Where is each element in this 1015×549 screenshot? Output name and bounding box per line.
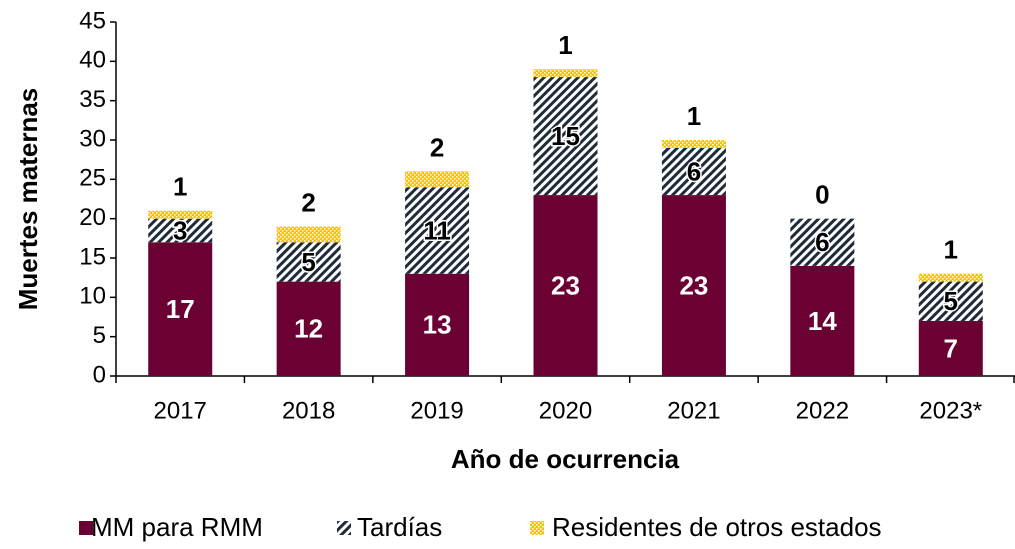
legend-swatch: [530, 521, 544, 535]
bar-segment: [533, 195, 598, 376]
bar-segment: [661, 195, 726, 376]
data-label: 1: [173, 172, 187, 202]
y-tick-label: 45: [79, 7, 106, 34]
y-axis-label: Muertes maternas: [13, 88, 43, 311]
bar-segment: [276, 226, 341, 243]
bar-segment: [533, 77, 598, 196]
data-label: 6: [687, 156, 701, 186]
y-tick-label: 0: [93, 361, 106, 388]
bar-segment: [533, 69, 598, 78]
data-label: 1: [944, 235, 958, 265]
legend-swatch: [337, 521, 351, 535]
bar-segment: [405, 187, 470, 274]
data-label: 7: [944, 333, 958, 363]
data-label: 23: [679, 270, 708, 300]
bar-segment: [661, 140, 726, 148]
data-label: 3: [173, 215, 187, 245]
bar-segment: [405, 171, 470, 188]
bar-segment: [661, 147, 726, 196]
data-label: 12: [294, 314, 323, 344]
legend-swatch: [79, 521, 93, 535]
bar-segment: [276, 242, 341, 282]
data-label: 14: [808, 306, 837, 336]
bar-segment: [148, 210, 213, 219]
legend-label: MM para RMM: [91, 512, 263, 542]
legend-label: Tardías: [357, 512, 442, 542]
data-label: 1: [558, 30, 572, 60]
y-tick-label: 40: [79, 47, 106, 74]
data-label: 6: [815, 227, 829, 257]
y-tick-label: 35: [79, 86, 106, 113]
data-label: 2: [301, 187, 315, 217]
bar-segment: [918, 320, 983, 376]
data-label: 17: [166, 294, 195, 324]
bar-segment: [918, 281, 983, 321]
data-label: 0: [815, 180, 829, 210]
y-tick-label: 25: [79, 165, 106, 192]
y-tick-label: 5: [93, 322, 106, 349]
data-label: 1: [687, 101, 701, 131]
bar-segment: [148, 242, 213, 376]
y-tick-label: 20: [79, 204, 106, 231]
x-axis-label: Año de ocurrencia: [451, 444, 680, 474]
data-label: 23: [551, 270, 580, 300]
x-tick-label: 2023*: [919, 397, 982, 424]
data-label: 5: [301, 247, 315, 277]
x-tick-label: 2019: [410, 397, 463, 424]
data-label: 11: [423, 215, 451, 245]
bar-segment: [790, 218, 855, 266]
bar-segment: [790, 265, 855, 376]
x-tick-label: 2020: [539, 397, 592, 424]
data-label: 15: [551, 121, 580, 151]
y-tick-label: 30: [79, 125, 106, 152]
legend-label: Residentes de otros estados: [552, 512, 882, 542]
data-label: 13: [423, 310, 452, 340]
bar-segment: [918, 273, 983, 282]
bar-segment: [405, 273, 470, 376]
x-tick-label: 2018: [282, 397, 335, 424]
bar-segment: [276, 281, 341, 376]
bar-segment: [148, 218, 213, 243]
x-tick-label: 2022: [796, 397, 849, 424]
y-tick-label: 15: [79, 243, 106, 270]
x-tick-label: 2021: [667, 397, 720, 424]
data-label: 2: [430, 132, 444, 162]
y-tick-label: 10: [79, 283, 106, 310]
data-label: 5: [944, 286, 958, 316]
x-tick-label: 2017: [154, 397, 207, 424]
